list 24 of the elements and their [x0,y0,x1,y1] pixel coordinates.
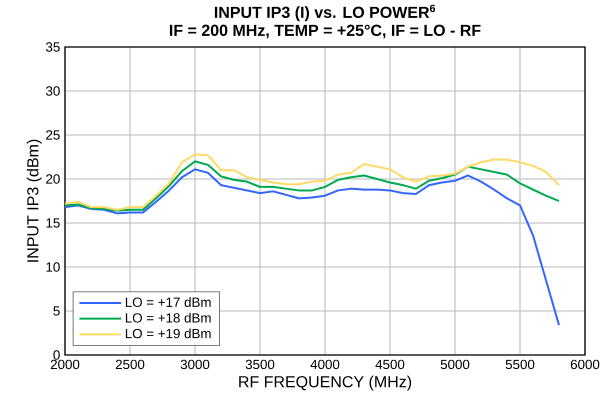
x-tick-label: 5000 [440,360,470,370]
x-tick-label: 6000 [570,360,600,370]
y-tick-label: 30 [46,86,60,96]
x-tick-label: 3000 [180,360,210,370]
chart-title: INPUT IP3 (I) vs. LO POWER$^{6}$ [214,4,436,22]
x-tick-label: 2000 [50,360,80,370]
y-tick-label: 25 [46,130,60,140]
x-axis-title: RF FREQUENCY (MHz) [239,376,412,391]
y-tick-label: 35 [46,42,60,52]
y-tick-label: 5 [53,306,60,316]
y-tick-label: 15 [46,218,60,228]
chart-subtitle: IF = 200 MHz, TEMP = +25°C, IF = LO - RF [170,24,481,38]
legend-label: LO = +17 dBm [126,297,211,307]
x-tick-label: 2500 [116,360,144,370]
y-tick-label: 0 [53,350,60,360]
legend-label: LO = +18 dBm [126,312,211,323]
x-tick-label: 4000 [310,360,340,370]
y-tick-label: 10 [46,262,60,272]
x-tick-label: 3500 [246,360,274,370]
legend-label: LO = +19 dBm [126,328,211,338]
y-tick-label: 20 [46,174,60,184]
x-tick-label: 4500 [375,360,404,370]
y-axis-title: INPUT IP3 (dBm) [26,140,42,262]
x-tick-label: 5500 [506,360,534,370]
